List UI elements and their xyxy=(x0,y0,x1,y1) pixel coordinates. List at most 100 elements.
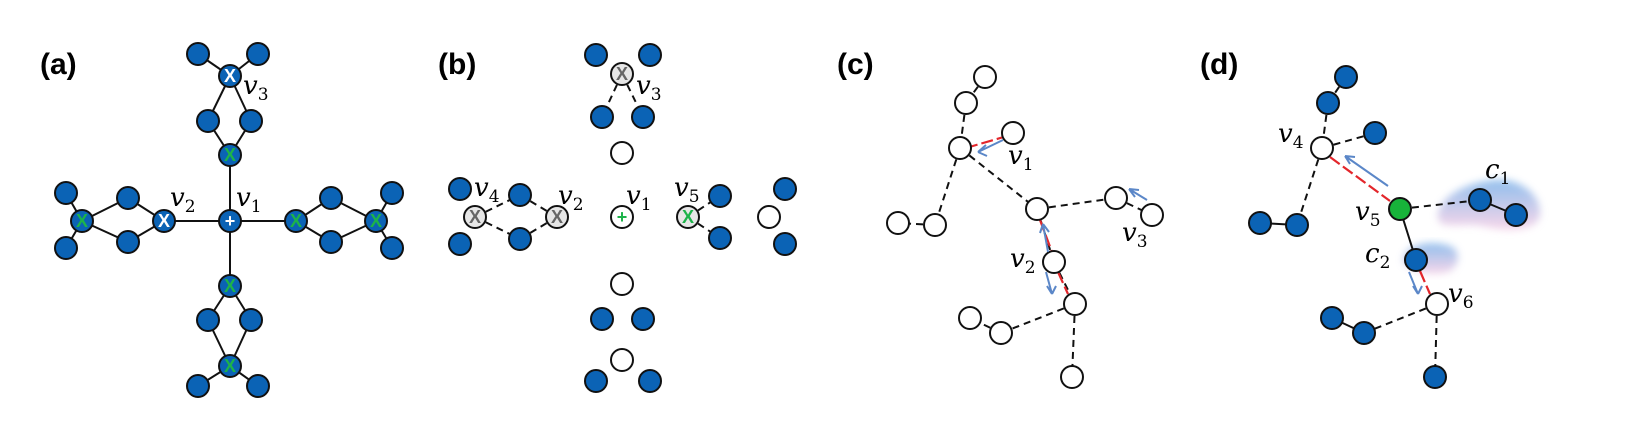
node-v1 xyxy=(218,209,242,233)
node-v5 xyxy=(676,205,700,229)
node xyxy=(590,105,614,129)
node xyxy=(989,321,1013,345)
node-v6 xyxy=(1425,292,1449,316)
node xyxy=(364,209,388,233)
node-v3 xyxy=(1140,203,1164,227)
node-v2 xyxy=(1042,250,1066,274)
node xyxy=(1316,91,1340,115)
flow-arrow xyxy=(1408,271,1423,295)
node xyxy=(1404,248,1428,272)
label-c1: c1 xyxy=(1485,155,1510,189)
flow-arrow xyxy=(1128,188,1148,201)
node xyxy=(610,348,634,372)
panel-b-nodes xyxy=(448,43,797,393)
node xyxy=(584,369,608,393)
node xyxy=(590,307,614,331)
node xyxy=(584,43,608,67)
node xyxy=(1504,203,1528,227)
panel-b-marks: X X X + X xyxy=(469,64,694,227)
label-v1: v1 xyxy=(236,183,262,217)
panel-d-arrows xyxy=(1344,155,1423,295)
node xyxy=(631,307,655,331)
node xyxy=(1285,213,1309,237)
node xyxy=(246,374,270,398)
flow-arrow xyxy=(1344,155,1389,187)
node-v3 xyxy=(218,64,242,88)
plus-mark: + xyxy=(225,211,236,231)
node xyxy=(708,184,732,208)
node xyxy=(239,109,263,133)
node xyxy=(610,141,634,165)
node xyxy=(218,143,242,167)
node xyxy=(773,177,797,201)
label-v6: v6 xyxy=(1448,279,1474,313)
node xyxy=(1001,121,1025,145)
node xyxy=(1334,65,1358,89)
label-v4: v4 xyxy=(1278,119,1304,153)
panel-c: (c) xyxy=(837,48,1164,389)
node xyxy=(54,181,78,205)
node xyxy=(954,91,978,115)
node xyxy=(186,374,210,398)
node xyxy=(116,230,140,254)
flow-arrow xyxy=(1045,271,1057,295)
node-v4 xyxy=(463,205,487,229)
plus-mark: + xyxy=(617,207,628,227)
node xyxy=(1248,211,1272,235)
panel-d-label: (d) xyxy=(1200,48,1238,81)
node xyxy=(218,274,242,298)
node xyxy=(186,42,210,66)
x-mark: X xyxy=(370,211,382,231)
node xyxy=(638,43,662,67)
node xyxy=(284,209,308,233)
node-v3 xyxy=(610,62,634,86)
flow-arrow xyxy=(977,139,1004,157)
node xyxy=(319,230,343,254)
panel-b: (b) xyxy=(438,43,797,393)
panel-d: (d) xyxy=(1200,48,1541,389)
label-v3: v3 xyxy=(1122,218,1148,252)
node xyxy=(319,186,343,210)
node xyxy=(1025,197,1049,221)
x-mark: X xyxy=(290,211,302,231)
node xyxy=(631,105,655,129)
node xyxy=(1468,188,1492,212)
node xyxy=(1060,365,1084,389)
node xyxy=(1363,121,1387,145)
node xyxy=(239,308,263,332)
x-mark: X xyxy=(76,211,88,231)
label-v3: v3 xyxy=(243,71,269,105)
panel-c-arrows xyxy=(977,139,1148,295)
node xyxy=(448,232,472,256)
x-mark: X xyxy=(616,64,628,84)
node xyxy=(1423,365,1447,389)
x-mark: X xyxy=(551,207,563,227)
node-v4 xyxy=(1310,136,1334,160)
label-v2: v2 xyxy=(170,183,196,217)
node-v5 xyxy=(1388,197,1412,221)
node xyxy=(886,211,910,235)
node xyxy=(1352,321,1376,345)
panel-c-nodes xyxy=(886,65,1164,389)
label-c2: c2 xyxy=(1365,239,1390,273)
x-mark: X xyxy=(224,276,236,296)
node xyxy=(508,227,532,251)
node-v2 xyxy=(152,209,176,233)
node-v1 xyxy=(948,136,972,160)
node xyxy=(380,181,404,205)
x-mark: X xyxy=(469,207,481,227)
node xyxy=(1104,186,1128,210)
label-v2: v2 xyxy=(558,181,584,215)
x-mark: X xyxy=(224,66,236,86)
node xyxy=(773,232,797,256)
panel-c-label: (c) xyxy=(837,48,874,81)
label-v4: v4 xyxy=(474,173,500,207)
node xyxy=(757,205,781,229)
node xyxy=(196,109,220,133)
panel-a-nodes xyxy=(54,42,404,398)
x-mark: X xyxy=(224,145,236,165)
label-v5: v5 xyxy=(1355,197,1381,231)
panel-d-nodes xyxy=(1248,65,1528,389)
node xyxy=(958,306,982,330)
